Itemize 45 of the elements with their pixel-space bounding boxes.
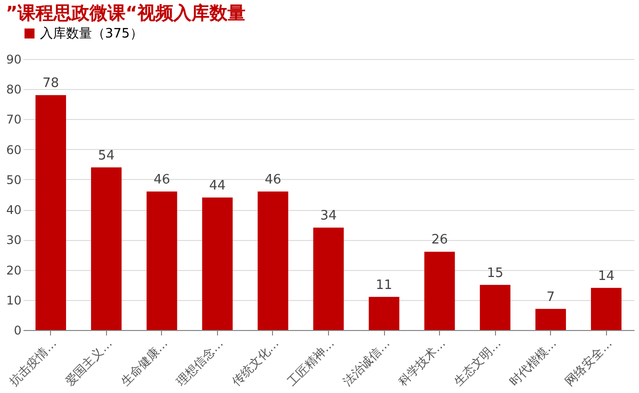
- y-tick-label: 0: [14, 324, 22, 338]
- x-tick-label: 生态文明…: [451, 336, 504, 388]
- x-tick-label: 网络安全…: [562, 336, 615, 388]
- y-tick-label: 10: [6, 293, 22, 308]
- data-label: 44: [209, 178, 226, 194]
- bar: [535, 308, 566, 330]
- data-label: 14: [598, 268, 614, 284]
- y-tick-label: 90: [6, 52, 22, 66]
- bar: [313, 228, 344, 330]
- bar: [424, 252, 455, 330]
- bar: [146, 191, 178, 330]
- bar: [36, 95, 66, 330]
- bar: [258, 191, 288, 330]
- data-label: 78: [42, 76, 60, 92]
- x-tick-label: 抗击疫情…: [6, 336, 60, 388]
- x-tick-label: 时代楷模…: [506, 336, 560, 388]
- y-tick-label: 40: [6, 203, 22, 218]
- x-tick-label: 理想信念…: [174, 336, 226, 388]
- bar: [202, 198, 233, 330]
- y-tick-label: 50: [6, 172, 22, 187]
- data-label: 7: [546, 290, 555, 305]
- data-label: 54: [98, 148, 115, 164]
- y-tick-label: 20: [6, 263, 22, 278]
- x-tick-label: 传统文化…: [229, 336, 282, 388]
- y-tick-label: 80: [6, 82, 22, 97]
- data-label: 46: [264, 172, 282, 188]
- data-label: 46: [154, 172, 170, 188]
- data-label: 26: [431, 232, 448, 248]
- x-tick-label: 爱国主义…: [62, 336, 115, 388]
- y-tick-label: 70: [6, 112, 22, 127]
- bar: [480, 284, 510, 330]
- data-label: 11: [376, 278, 392, 293]
- y-tick-label: 60: [6, 142, 22, 157]
- x-tick-label: 工匠精神…: [284, 336, 337, 388]
- y-tick-label: 30: [6, 233, 22, 248]
- data-label: 34: [320, 208, 337, 224]
- bar: [91, 167, 122, 330]
- legend-label: 入库数量（375）: [40, 26, 143, 42]
- bar: [368, 296, 400, 330]
- bar: [590, 288, 622, 330]
- data-label: 15: [486, 266, 504, 281]
- x-tick-label: 科学技术…: [396, 336, 448, 388]
- chart-title: ”课程思政微课“视频入库数量: [6, 3, 246, 24]
- x-tick-label: 法治诚信…: [340, 336, 393, 388]
- x-tick-label: 生命健康…: [118, 336, 170, 388]
